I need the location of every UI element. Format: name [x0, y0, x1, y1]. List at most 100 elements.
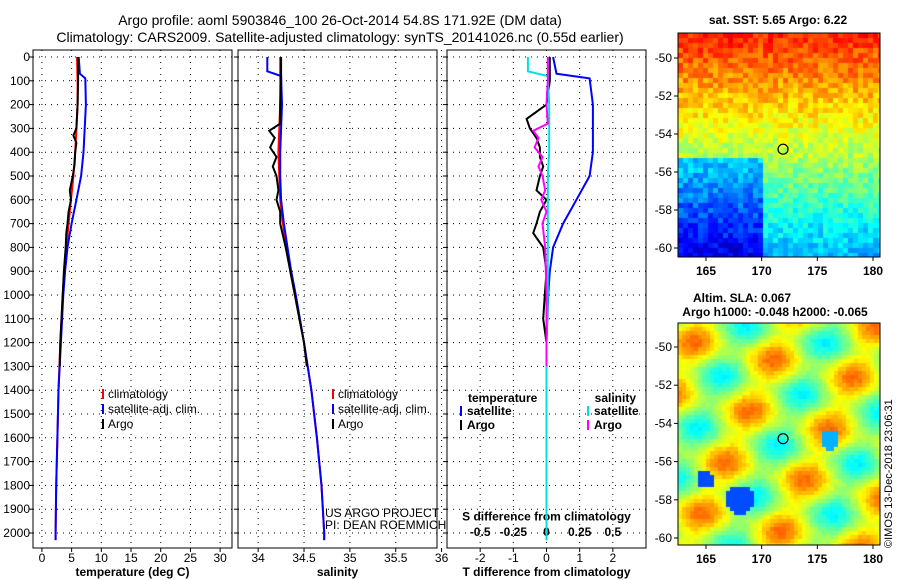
- plot-frame: [237, 49, 438, 549]
- s-diff-tick-label: -0.5: [470, 525, 491, 539]
- depth-tick-label: 600: [10, 193, 30, 207]
- depth-tick-label: 1800: [3, 478, 30, 492]
- lon-tick-label: 175: [807, 552, 827, 566]
- title-line-1: Argo profile: aoml 5903846_100 26-Oct-20…: [118, 12, 562, 28]
- lat-tick-label: -52: [655, 378, 673, 392]
- lat-tick-label: -60: [655, 241, 673, 255]
- x-tick-label: 34.5: [292, 551, 316, 565]
- lat-tick-label: -52: [655, 89, 673, 103]
- x-tick-label: 10: [95, 551, 109, 565]
- depth-tick-label: 500: [10, 169, 30, 183]
- map-frame: [677, 322, 881, 546]
- lat-tick-label: -50: [655, 340, 673, 354]
- x-tick-label: 20: [154, 551, 168, 565]
- depth-tick-label: 900: [10, 264, 30, 278]
- depth-tick-label: 2000: [3, 526, 30, 540]
- series-line-t-satellite: [545, 56, 594, 541]
- series-line-satellite-adj-clim-: [266, 57, 326, 541]
- x-tick-label: -1: [508, 551, 519, 565]
- map-frame: [677, 32, 881, 258]
- lat-tick-label: -56: [655, 165, 673, 179]
- lat-tick-label: -58: [655, 493, 673, 507]
- x-axis-label: salinity: [317, 565, 359, 579]
- x-tick-label: 35.5: [384, 551, 408, 565]
- depth-tick-label: 700: [10, 217, 30, 231]
- lon-tick-label: 180: [863, 552, 883, 566]
- watermark: ©IMOS 13-Dec-2018 23:06:31: [883, 399, 895, 548]
- x-axis-label: T difference from climatology: [462, 565, 630, 579]
- x-tick-label: 2: [609, 551, 616, 565]
- x-tick-label: 0: [543, 551, 550, 565]
- x-tick-label: 30: [213, 551, 227, 565]
- s-diff-tick-label: 0.5: [604, 525, 621, 539]
- legend-label: satellite-adj. clim.: [108, 402, 200, 416]
- lon-tick-label: 165: [696, 264, 716, 278]
- x-tick-label: -2: [475, 551, 486, 565]
- sla-map-title-1: Altim. SLA: 0.067: [693, 291, 791, 305]
- profile-location-marker: [777, 143, 789, 155]
- x-tick-label: 25: [184, 551, 198, 565]
- legend-label: Argo: [338, 417, 364, 431]
- depth-tick-label: 1500: [3, 407, 30, 421]
- sst-map-image: [678, 33, 880, 257]
- depth-tick-label: 0: [23, 50, 30, 64]
- depth-tick-label: 1000: [3, 288, 30, 302]
- lon-tick-label: 170: [752, 264, 772, 278]
- series-line-s-argo: [531, 57, 549, 367]
- s-diff-tick-label: -0.25: [500, 525, 528, 539]
- depth-tick-label: 800: [10, 240, 30, 254]
- plot-frame: [32, 49, 233, 549]
- legend-label: satellite: [467, 404, 512, 418]
- lon-tick-label: 170: [752, 552, 772, 566]
- legend-label: satellite-adj. clim.: [338, 402, 430, 416]
- lat-tick-label: -54: [655, 127, 673, 141]
- depth-tick-label: 1700: [3, 455, 30, 469]
- sla-map-image: [678, 323, 880, 545]
- depth-tick-label: 1300: [3, 359, 30, 373]
- legend-label: climatology: [108, 387, 168, 401]
- lat-tick-label: -58: [655, 203, 673, 217]
- title-line-2: Climatology: CARS2009. Satellite-adjuste…: [56, 29, 623, 45]
- legend-label: Argo: [594, 418, 622, 432]
- legend-label: Argo: [108, 417, 134, 431]
- depth-tick-label: 300: [10, 121, 30, 135]
- lat-tick-label: -50: [655, 51, 673, 65]
- series-line-climatology: [54, 56, 79, 541]
- sst-map-title: sat. SST: 5.65 Argo: 6.22: [709, 13, 848, 27]
- depth-tick-label: 200: [10, 98, 30, 112]
- depth-tick-label: 1200: [3, 336, 30, 350]
- x-tick-label: 34: [251, 551, 265, 565]
- sla-map-title-2: Argo h1000: -0.048 h2000: -0.065: [682, 305, 868, 319]
- x-axis-label: temperature (deg C): [75, 565, 189, 579]
- profile-location-marker: [777, 433, 789, 445]
- depth-tick-label: 1900: [3, 502, 30, 516]
- x-tick-label: 0: [39, 551, 46, 565]
- project-annotation: PI: DEAN ROEMMICH: [325, 518, 446, 532]
- series-line-s-satellite: [526, 57, 551, 541]
- series-line-argo: [267, 57, 308, 367]
- depth-tick-label: 1100: [4, 312, 30, 326]
- lat-tick-label: -60: [655, 531, 673, 545]
- x-tick-label: 35: [343, 551, 357, 565]
- lat-tick-label: -54: [655, 416, 673, 430]
- legend-title-salinity: salinity: [595, 391, 637, 405]
- s-diff-tick-label: 0.25: [568, 525, 592, 539]
- series-line-argo: [58, 57, 80, 367]
- series-line-satellite-adj-clim-: [54, 56, 87, 541]
- depth-tick-label: 1400: [3, 383, 30, 397]
- x-tick-label: 36: [435, 551, 449, 565]
- legend-title-temperature: temperature: [468, 391, 538, 405]
- x-tick-label: 15: [124, 551, 138, 565]
- legend-label: Argo: [467, 418, 495, 432]
- project-annotation: US ARGO PROJECT: [325, 506, 440, 520]
- depth-tick-label: 400: [10, 145, 30, 159]
- x-tick-label: 5: [68, 551, 75, 565]
- lat-tick-label: -56: [655, 455, 673, 469]
- depth-tick-label: 1600: [3, 431, 30, 445]
- depth-tick-label: 100: [10, 74, 30, 88]
- lon-tick-label: 180: [863, 264, 883, 278]
- legend-label: climatology: [338, 387, 398, 401]
- x-tick-label: 1: [576, 551, 583, 565]
